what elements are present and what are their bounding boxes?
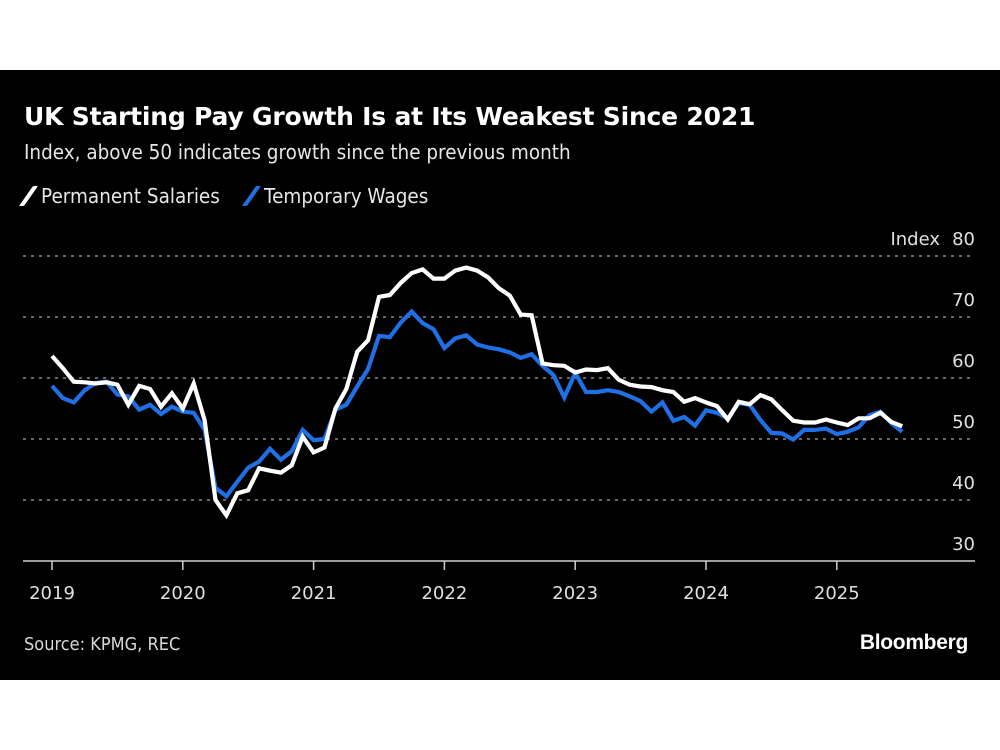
x-tick-label-2022: 2022 (421, 583, 467, 604)
legend-label: Temporary Wages (264, 184, 429, 208)
source-note: Source: KPMG, REC (24, 634, 181, 655)
chart-panel (0, 70, 1000, 680)
x-axis: 2019 2020 2021 2022 2023 2024 2025 (23, 560, 975, 604)
series-line-permanent-salaries (50, 265, 903, 520)
legend-item-permanent-salaries: Permanent Salaries (18, 184, 235, 208)
legend-item-temporary-wages: Temporary Wages (242, 184, 443, 208)
x-tick-label-2024: 2024 (683, 583, 729, 604)
y-tick-label-30: 30 (952, 534, 975, 555)
series-lines (50, 265, 904, 520)
y-tick-label-70: 70 (952, 290, 975, 311)
y-axis: Index 30 40 50 60 70 80 (890, 229, 975, 555)
chart-subtitle: Index, above 50 indicates growth since t… (24, 140, 571, 164)
y-tick-label-40: 40 (952, 473, 975, 494)
gridlines (23, 255, 975, 501)
x-tick-label-2021: 2021 (291, 583, 337, 604)
x-tick-label-2023: 2023 (552, 583, 598, 604)
bloomberg-logo: Bloomberg (859, 631, 968, 654)
y-tick-label-60: 60 (952, 351, 975, 372)
y-axis-unit-label: Index (890, 229, 940, 250)
y-tick-label-80: 80 (952, 229, 975, 250)
x-tick-label-2025: 2025 (814, 583, 860, 604)
series-line-temporary-wages (50, 308, 904, 500)
chart-title: UK Starting Pay Growth Is at Its Weakest… (24, 102, 756, 131)
legend-label: Permanent Salaries (41, 184, 220, 208)
x-tick-label-2019: 2019 (29, 583, 75, 604)
legend: Permanent Salaries Temporary Wages (18, 184, 453, 208)
y-tick-label-50: 50 (952, 412, 975, 433)
x-tick-label-2020: 2020 (160, 583, 206, 604)
